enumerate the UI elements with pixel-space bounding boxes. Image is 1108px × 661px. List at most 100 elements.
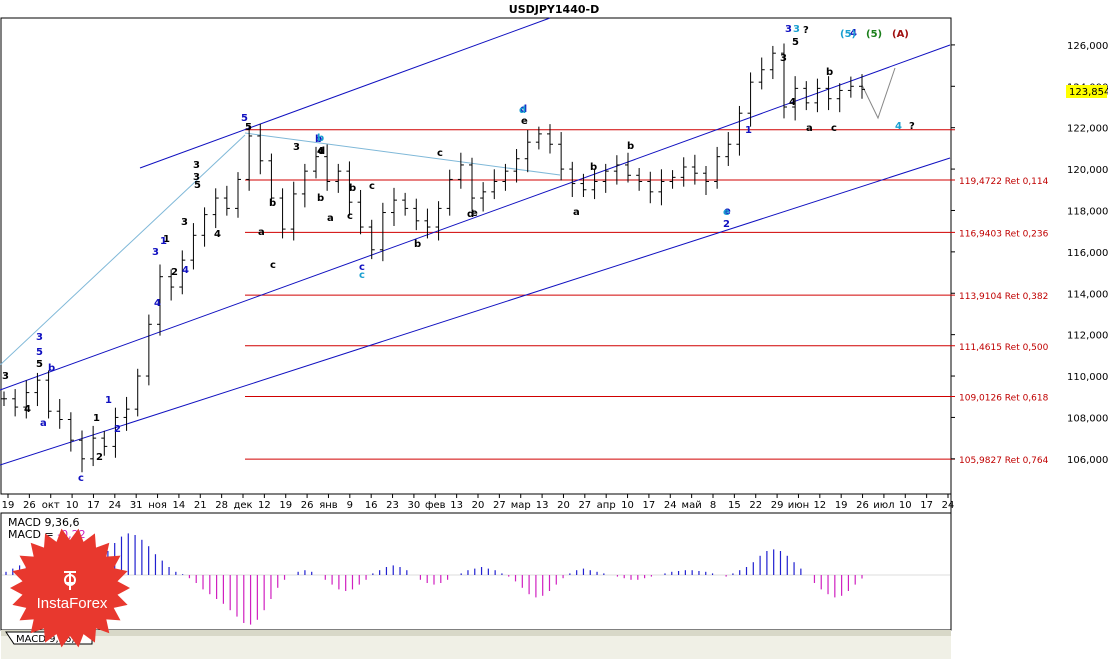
macd-label: MACD 9,36,6 bbox=[8, 516, 79, 529]
x-tick-label: июл bbox=[873, 500, 894, 511]
fib-label: 111,4615 Ret 0,500 bbox=[959, 343, 1049, 353]
wave-label: b bbox=[627, 141, 634, 152]
x-tick-label: 31 bbox=[130, 500, 143, 511]
wave-label: b bbox=[349, 183, 356, 194]
wave-label: 5 bbox=[194, 180, 201, 191]
wave-label: 1 bbox=[93, 413, 100, 424]
x-tick-label: 20 bbox=[472, 500, 485, 511]
fib-label: 116,9403 Ret 0,236 bbox=[959, 229, 1049, 239]
x-tick-label: 28 bbox=[215, 500, 228, 511]
wave-label: d bbox=[467, 209, 474, 220]
svg-text:123,854: 123,854 bbox=[1069, 87, 1108, 98]
fib-label: 113,9104 Ret 0,382 bbox=[959, 292, 1048, 302]
x-tick-label: 29 bbox=[771, 500, 784, 511]
x-tick-label: 19 bbox=[2, 500, 15, 511]
wave-label: 4 bbox=[789, 97, 796, 108]
wave-label: 1 bbox=[163, 234, 170, 245]
wave-label: b bbox=[317, 193, 324, 204]
wave-label: 3 bbox=[152, 247, 159, 258]
wave-label: c bbox=[347, 211, 353, 222]
wave-label: (5) bbox=[840, 29, 856, 40]
projection-path bbox=[861, 67, 896, 120]
wave-label: e bbox=[471, 208, 478, 219]
wave-label: b bbox=[269, 198, 276, 209]
x-tick-label: 20 bbox=[557, 500, 570, 511]
wave-label: d bbox=[318, 146, 325, 157]
instaforex-logo: InstaForex bbox=[10, 528, 130, 648]
wave-label: 3 bbox=[293, 142, 300, 153]
wave-label: e bbox=[521, 116, 528, 127]
wave-label: 3 bbox=[193, 172, 200, 183]
x-tick-label: 21 bbox=[194, 500, 207, 511]
x-tick-label: 15 bbox=[728, 500, 741, 511]
wave-label: a bbox=[573, 207, 580, 218]
wave-label: 3 bbox=[780, 53, 787, 64]
y-tick-label: 118,000 bbox=[1067, 206, 1108, 217]
wave-label: b bbox=[317, 133, 324, 144]
wave-label: 2 bbox=[114, 424, 121, 435]
x-tick-label: фев bbox=[425, 500, 446, 511]
y-tick-label: 120,000 bbox=[1067, 165, 1108, 176]
wave-label: e bbox=[724, 206, 731, 217]
fib-label: 119,4722 Ret 0,114 bbox=[959, 177, 1049, 187]
x-tick-label: 24 bbox=[108, 500, 121, 511]
wave-label: e bbox=[723, 207, 730, 218]
wave-label: d bbox=[519, 105, 526, 116]
x-tick-label: 16 bbox=[365, 500, 378, 511]
fib-label: 109,0126 Ret 0,618 bbox=[959, 393, 1049, 403]
x-tick-label: 19 bbox=[835, 500, 848, 511]
y-tick-label: 106,000 bbox=[1067, 455, 1108, 466]
wave-label: b bbox=[48, 363, 55, 374]
channel-line bbox=[139, 17, 551, 169]
wave-label: 2 bbox=[723, 219, 730, 230]
x-tick-label: янв bbox=[319, 500, 338, 511]
wave-label: a bbox=[40, 418, 47, 429]
x-tick-label: 9 bbox=[347, 500, 353, 511]
current-price-tag: 123,854 bbox=[1066, 85, 1108, 98]
wave-label: 4 bbox=[24, 404, 31, 415]
x-tick-label: 10 bbox=[621, 500, 634, 511]
wave-label: 3 bbox=[2, 371, 9, 382]
x-tick-label: апр bbox=[597, 500, 616, 511]
x-tick-label: 17 bbox=[643, 500, 656, 511]
wave-label: 5 bbox=[245, 122, 252, 133]
x-tick-label: 24 bbox=[942, 500, 955, 511]
x-tick-label: июн bbox=[788, 500, 809, 511]
bottom-bar-pattern bbox=[1, 630, 951, 636]
trend-channels bbox=[0, 17, 951, 466]
x-tick-label: 17 bbox=[87, 500, 100, 511]
time-axis: 19 26 окт 10 17 24 31 ноя 14 21 28 дек 12 19 26 янв 9 16 2… bbox=[2, 494, 955, 511]
channel-line bbox=[0, 157, 951, 466]
wave-label: 5 bbox=[36, 359, 43, 370]
y-tick-label: 122,000 bbox=[1067, 124, 1108, 135]
wave-label: 5 bbox=[241, 113, 248, 124]
wave-label: (A) bbox=[892, 29, 909, 40]
wave-label: 2 bbox=[96, 452, 103, 463]
x-tick-label: 27 bbox=[578, 500, 591, 511]
chart-title: USDJPY1440-D bbox=[509, 3, 599, 16]
wave-label: c bbox=[270, 260, 276, 271]
wave-label: c bbox=[831, 123, 837, 134]
y-tick-label: 114,000 bbox=[1067, 289, 1108, 300]
x-tick-label: 27 bbox=[493, 500, 506, 511]
wave-label: a bbox=[327, 213, 334, 224]
channel-line bbox=[0, 44, 951, 391]
y-tick-label: 116,000 bbox=[1067, 248, 1108, 259]
wave-label: 3 bbox=[793, 24, 800, 35]
wave-label: 1 bbox=[745, 125, 752, 136]
macd-panel-border bbox=[0, 512, 952, 631]
wave-label: c bbox=[437, 148, 443, 159]
x-tick-label: 17 bbox=[920, 500, 933, 511]
y-tick-label: 126,000 bbox=[1067, 41, 1108, 52]
wave-label: c bbox=[369, 181, 375, 192]
wave-label: 1 bbox=[105, 395, 112, 406]
x-tick-label: мар bbox=[511, 500, 531, 511]
x-tick-label: май bbox=[682, 500, 702, 511]
x-tick-label: 26 bbox=[23, 500, 36, 511]
x-tick-label: 23 bbox=[386, 500, 399, 511]
candles bbox=[1, 43, 865, 473]
macd-histogram bbox=[2, 533, 950, 625]
